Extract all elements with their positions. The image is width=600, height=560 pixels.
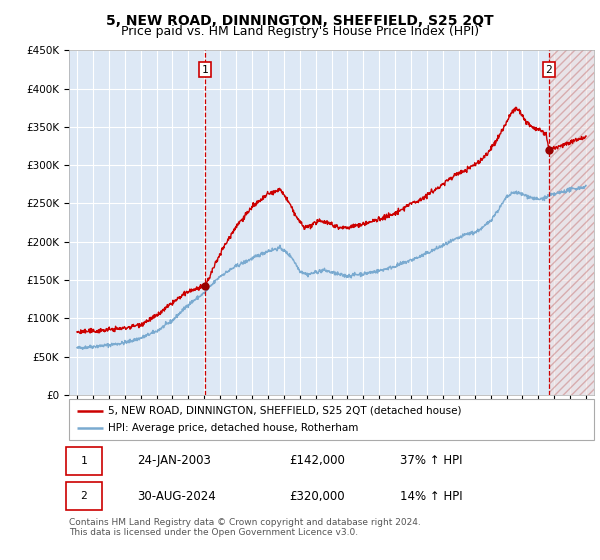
Text: 37% ↑ HPI: 37% ↑ HPI [400,454,462,468]
Text: 14% ↑ HPI: 14% ↑ HPI [400,489,463,503]
FancyBboxPatch shape [66,482,101,510]
Text: 1: 1 [80,456,87,466]
Text: 5, NEW ROAD, DINNINGTON, SHEFFIELD, S25 2QT: 5, NEW ROAD, DINNINGTON, SHEFFIELD, S25 … [106,14,494,28]
Text: 2: 2 [80,491,87,501]
Text: HPI: Average price, detached house, Rotherham: HPI: Average price, detached house, Roth… [109,423,359,433]
Text: 30-AUG-2024: 30-AUG-2024 [137,489,216,503]
Text: Contains HM Land Registry data © Crown copyright and database right 2024.
This d: Contains HM Land Registry data © Crown c… [69,518,421,538]
Text: 1: 1 [202,64,209,74]
FancyBboxPatch shape [66,447,101,475]
Text: 5, NEW ROAD, DINNINGTON, SHEFFIELD, S25 2QT (detached house): 5, NEW ROAD, DINNINGTON, SHEFFIELD, S25 … [109,405,462,416]
Text: 2: 2 [545,64,553,74]
Text: £142,000: £142,000 [290,454,346,468]
Text: £320,000: £320,000 [290,489,345,503]
Text: Price paid vs. HM Land Registry's House Price Index (HPI): Price paid vs. HM Land Registry's House … [121,25,479,38]
Text: 24-JAN-2003: 24-JAN-2003 [137,454,211,468]
